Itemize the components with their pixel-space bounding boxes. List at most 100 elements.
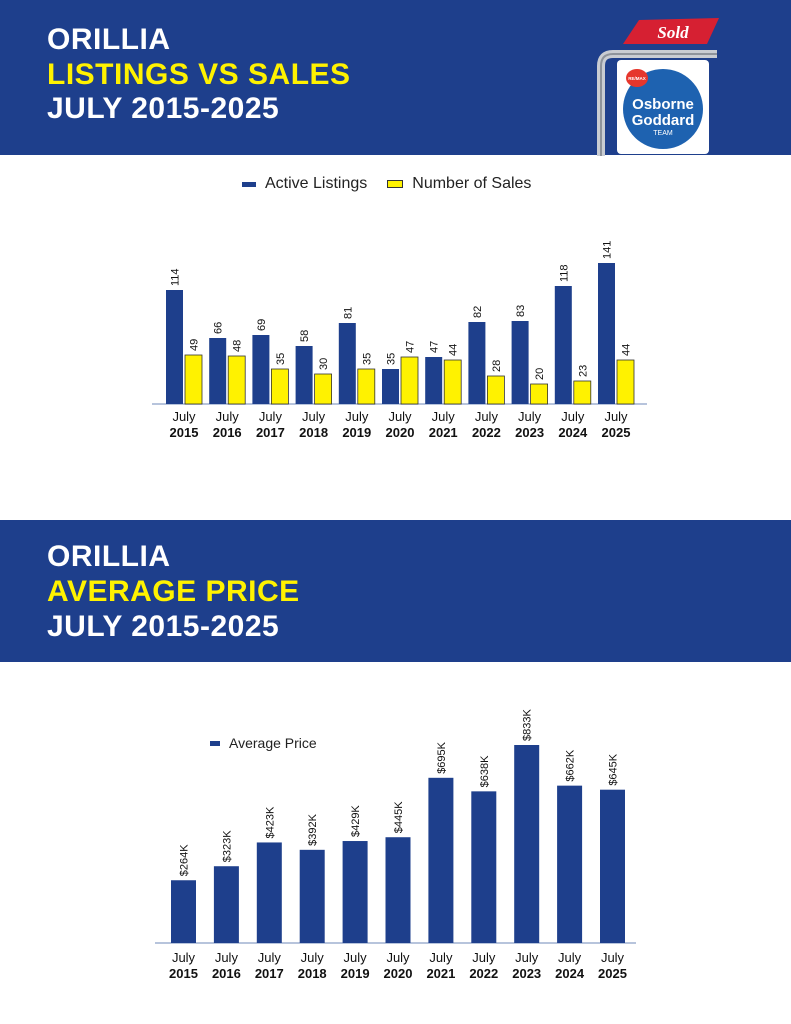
x-tick-label: 2020 [386,425,415,440]
city-title: ORILLIA [47,540,171,573]
bar-active-listings [166,290,183,404]
bar-average-price [428,777,454,943]
bar-active-listings [598,263,615,404]
x-tick-label: July [216,409,240,424]
balloon-icon [626,69,648,87]
bar-number-of-sales [486,375,505,405]
data-label: 114 [170,268,182,286]
bar-active-listings [554,286,572,404]
bar-average-price [514,745,540,943]
x-tick-label: 2018 [298,966,327,981]
data-label: 66 [213,322,225,334]
x-tick-label: July [302,409,326,424]
x-tick-label: 2015 [170,425,199,440]
data-label: 48 [232,340,244,352]
x-tick-label: July [515,950,539,965]
x-tick-label: July [432,409,456,424]
bar-number-of-sales [270,368,289,405]
x-tick-label: 2016 [212,966,241,981]
bar-average-price [342,841,368,943]
data-label: $323K [221,830,233,862]
bar-active-listings [209,338,227,404]
sold-text: Sold [657,23,689,42]
x-tick-label: July [561,409,585,424]
x-tick-label: July [601,950,625,965]
bar-active-listings [425,357,443,404]
bar-active-listings [338,323,356,404]
x-tick-label: 2024 [555,966,585,981]
x-tick-label: July [172,409,196,424]
x-tick-label: 2017 [256,425,285,440]
legend-swatch-blue [210,740,220,746]
bar-average-price [213,866,239,943]
data-label: 118 [558,264,570,282]
x-tick-label: July [604,409,628,424]
data-label: 47 [429,341,441,353]
data-label: 20 [534,368,546,380]
legend-average-price: Average Price [210,734,337,752]
city-title: ORILLIA [47,23,171,56]
x-tick-label: 2016 [213,425,242,440]
x-tick-label: July [518,409,542,424]
bar-active-listings [511,321,529,404]
data-label: 35 [386,353,398,365]
x-tick-label: 2023 [515,425,544,440]
data-label: 44 [448,344,460,356]
data-label: 49 [189,339,201,351]
legend-label: Active Listings [265,175,368,192]
bar-average-price [600,789,625,943]
chart-topic-title: AVERAGE PRICE [47,575,300,608]
x-tick-label: 2017 [255,966,284,981]
logo-name-line2: Goddard [632,112,695,129]
bar-number-of-sales [443,359,462,405]
x-tick-label: 2018 [299,425,328,440]
header-banner-price: ORILLIA AVERAGE PRICE JULY 2015-2025 [0,520,791,662]
legend-item-number-of-sales: Number of Sales [387,175,531,193]
x-tick-label: 2023 [512,966,541,981]
bar-average-price [557,785,583,943]
bar-number-of-sales [314,373,333,405]
data-label: $695K [436,741,448,773]
bar-number-of-sales [616,359,635,405]
bar-active-listings [295,346,313,404]
x-tick-label: July [301,950,325,965]
data-label: 28 [491,360,503,372]
x-tick-label: 2025 [602,425,631,440]
bar-average-price [256,842,282,943]
logo-circle [623,69,703,149]
team-logo-sign: Sold RE/MAX Osborne Goddard TEAM [597,18,719,156]
x-tick-label: July [429,950,453,965]
logo-name-line1: Osborne [632,96,694,113]
data-label: $264K [179,844,191,876]
bar-active-listings [382,369,399,404]
data-label: 58 [299,330,311,342]
legend-label: Number of Sales [412,175,532,192]
bar-number-of-sales [573,380,592,405]
x-tick-label: July [344,950,368,965]
bar-average-price [385,837,411,943]
data-label: 81 [342,307,354,319]
data-label: 44 [621,344,633,356]
x-tick-label: July [172,950,196,965]
x-tick-label: July [259,409,283,424]
listings-vs-sales-chart: 11449July20156648July20166935July2017583… [152,241,647,440]
bar-number-of-sales [400,356,419,405]
x-tick-label: 2022 [469,966,498,981]
bar-active-listings [252,335,270,404]
bar-average-price [299,849,325,943]
data-label: 83 [515,305,527,317]
x-tick-label: 2019 [342,425,371,440]
logo-name-line3: TEAM [653,130,673,137]
x-tick-label: 2022 [472,425,501,440]
data-label: $638K [479,755,491,787]
x-tick-label: 2020 [384,966,413,981]
date-range-title: JULY 2015-2025 [47,92,280,125]
legend-item-active-listings: Active Listings [242,175,367,193]
x-tick-label: July [345,409,369,424]
legend-item-average-price: Average Price [210,735,317,751]
data-label: $645K [608,753,620,785]
legend-swatch-blue [242,181,256,187]
x-tick-label: July [258,950,282,965]
x-tick-label: July [472,950,496,965]
x-tick-label: July [386,950,410,965]
